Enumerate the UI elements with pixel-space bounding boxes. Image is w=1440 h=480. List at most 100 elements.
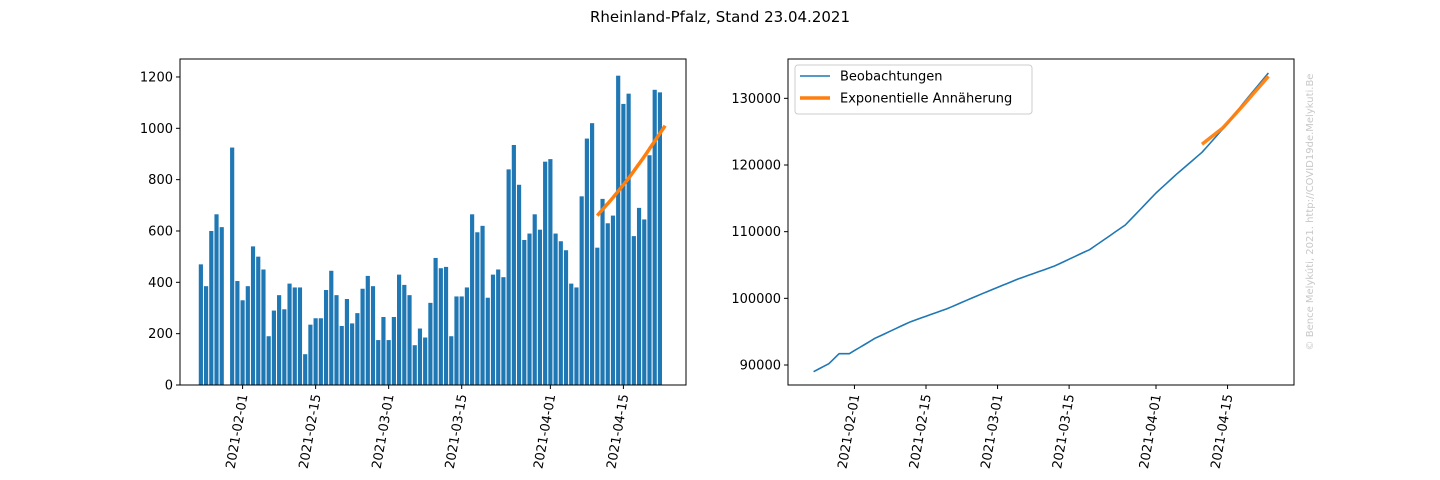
bar [256,256,261,385]
bar [616,75,621,386]
bar [433,257,438,385]
bar [292,287,297,385]
left-y-tick-label: 1000 [140,122,173,137]
legend-label: Exponentielle Annäherung [840,92,1012,107]
right-frame [787,58,1295,386]
right-y-tick-label: 120000 [731,159,781,174]
bar [344,299,350,385]
bar [459,296,464,385]
bar [397,274,402,385]
left-x-tick-label: 2021-04-15 [604,393,632,470]
left-frame [179,58,687,386]
bar [631,236,636,385]
right-y-tick-label: 110000 [731,225,781,240]
left-y-tick-label: 600 [148,224,173,239]
fit-line [595,124,667,217]
bar [230,147,235,385]
bar [261,269,266,385]
bar [271,310,276,385]
bar [595,247,600,385]
bar [527,233,532,385]
bar [235,281,240,385]
fit-line-group [595,124,667,217]
bar [621,103,626,385]
left-x-tick-label: 2021-03-01 [370,393,398,470]
legend-box [794,64,1033,115]
bar [308,324,313,385]
bar [548,159,553,385]
bar [647,155,652,385]
right-x-tick-label: 2021-03-15 [1050,393,1078,470]
bar [245,286,250,385]
axes-left: 0 200 400 600 800 1000 1200 2021-02-01 2021-02-1… [140,58,687,470]
bar [553,233,558,385]
bar [522,239,527,385]
bar [506,169,511,385]
right-y-tick-label: 100000 [731,292,781,307]
bar [626,93,631,386]
right-x-tick-label: 2021-02-01 [835,393,863,470]
axes-right: 90000 100000 110000 120000 130000 2021-02-01 2… [731,58,1295,470]
bar [297,287,303,385]
bar [198,264,203,385]
left-x-tick-label: 2021-03-15 [443,393,471,470]
bar-group [198,75,663,386]
right-x-tick-label: 2021-04-01 [1137,393,1165,470]
series-line-beobachtungen [813,72,1270,373]
left-x-tick-label: 2021-02-15 [297,393,325,470]
bar [501,277,506,385]
left-y-tick-label: 200 [148,327,173,342]
bar [657,92,663,385]
legend-label: Beobachtungen [840,70,943,85]
bar [558,241,563,385]
bar [334,295,339,385]
left-x-tick-label: 2021-02-01 [224,393,252,470]
bar [443,266,449,385]
bar [209,230,214,385]
bar [313,318,318,385]
figure-title: Rheinland-Pfalz, Stand 23.04.2021 [590,8,850,26]
bar [569,283,574,385]
bar [386,340,391,385]
bar [329,270,334,385]
bar [438,268,443,385]
bar [543,161,548,385]
bar [365,275,370,385]
bar [590,123,595,386]
right-x-tick-label: 2021-02-15 [907,393,935,470]
bar [642,219,647,385]
bar [277,295,282,385]
bar [574,287,579,385]
legend: Beobachtungen Exponentielle Annäherung [794,64,1033,115]
bar [537,229,543,385]
bar [318,318,323,385]
bar [381,316,386,385]
bar [475,232,480,385]
bar [355,313,360,385]
bar [282,309,287,385]
bar [485,297,490,385]
bar [490,274,496,385]
bar [360,288,365,385]
bar [219,227,224,385]
bar [449,336,454,385]
bar [600,198,605,385]
bar [636,207,642,385]
bar [464,287,469,385]
bar [266,336,271,385]
bar [584,138,589,385]
bar [480,225,485,385]
bar [287,283,292,385]
bar [532,214,537,385]
left-y-tick-label: 400 [148,276,173,291]
bar [214,214,219,385]
bar [240,300,245,385]
right-y-tick-label: 130000 [731,92,781,107]
bar [370,286,376,385]
bar [652,89,657,385]
bar [563,250,569,385]
bar [470,214,475,385]
bar [511,144,516,385]
bar [496,269,501,385]
